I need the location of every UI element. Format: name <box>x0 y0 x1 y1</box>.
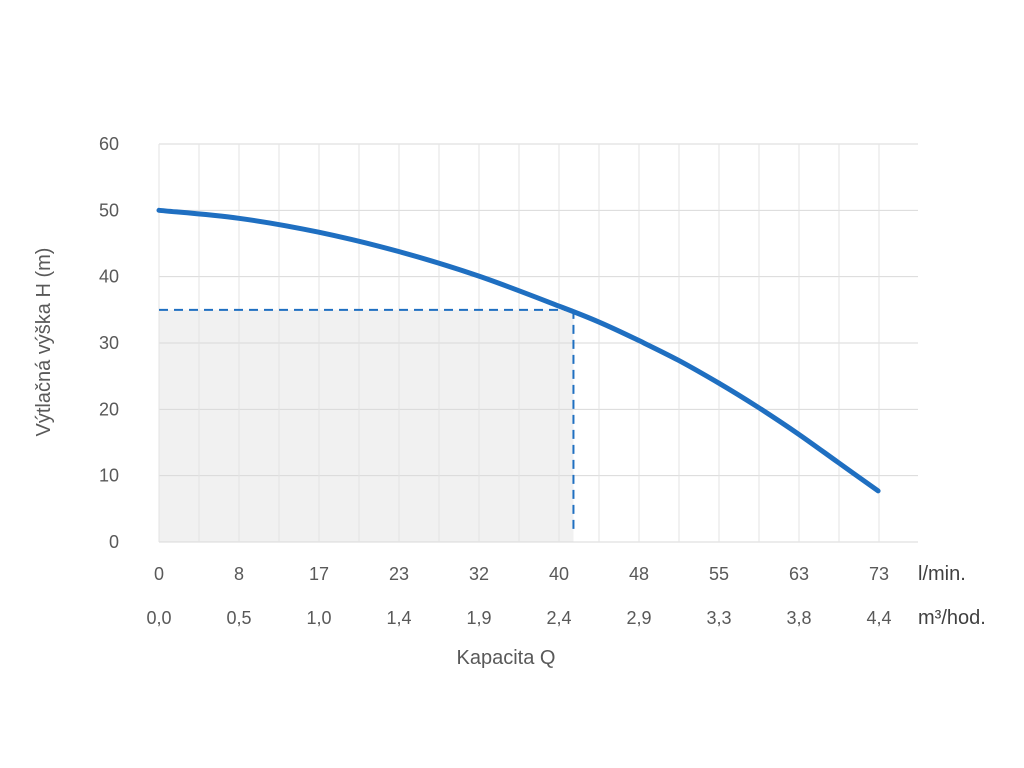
x-unit-m3h: m³/hod. <box>918 607 986 629</box>
x-tick-label-m3h: 0,0 <box>146 608 171 628</box>
x-axis-title: Kapacita Q <box>457 647 556 669</box>
x-tick-label-m3h: 2,4 <box>546 608 571 628</box>
x-tick-label-lmin: 48 <box>629 564 649 584</box>
x-tick-labels: 0 8 17 23 32 40 48 55 63 73 0,0 0,5 1,0 1,4 1,9 2,4 2,9 3… <box>146 564 891 628</box>
operating-area <box>159 309 574 542</box>
y-tick-label: 50 <box>99 200 119 220</box>
x-tick-label-m3h: 3,3 <box>706 608 731 628</box>
x-tick-label-lmin: 63 <box>789 564 809 584</box>
x-tick-label-lmin: 32 <box>469 564 489 584</box>
x-tick-label-lmin: 8 <box>234 564 244 584</box>
y-tick-label: 20 <box>99 399 119 419</box>
x-tick-label-m3h: 1,9 <box>466 608 491 628</box>
x-unit-lmin: l/min. <box>918 563 966 585</box>
x-tick-label-lmin: 40 <box>549 564 569 584</box>
x-tick-label-m3h: 0,5 <box>226 608 251 628</box>
y-tick-label: 40 <box>99 267 119 287</box>
gridlines <box>158 143 918 543</box>
y-tick-labels: 0 10 20 30 40 50 60 <box>99 134 119 552</box>
y-tick-label: 0 <box>109 532 119 552</box>
operating-area-fill <box>159 309 574 542</box>
y-tick-label: 60 <box>99 134 119 154</box>
x-tick-label-m3h: 1,0 <box>306 608 331 628</box>
x-tick-label-lmin: 55 <box>709 564 729 584</box>
head-curve <box>156 207 881 494</box>
y-axis-title: Výtlačná výška H (m) <box>33 248 55 437</box>
x-tick-label-lmin: 73 <box>869 564 889 584</box>
x-tick-label-m3h: 1,4 <box>386 608 411 628</box>
operating-point-guides <box>159 308 575 534</box>
x-tick-label-m3h: 3,8 <box>786 608 811 628</box>
x-tick-label-m3h: 4,4 <box>866 608 891 628</box>
y-tick-label: 10 <box>99 466 119 486</box>
x-tick-label-m3h: 2,9 <box>626 608 651 628</box>
x-tick-label-lmin: 0 <box>154 564 164 584</box>
series-layer <box>156 207 881 494</box>
x-tick-label-lmin: 17 <box>309 564 329 584</box>
x-tick-label-lmin: 23 <box>389 564 409 584</box>
y-tick-label: 30 <box>99 333 119 353</box>
